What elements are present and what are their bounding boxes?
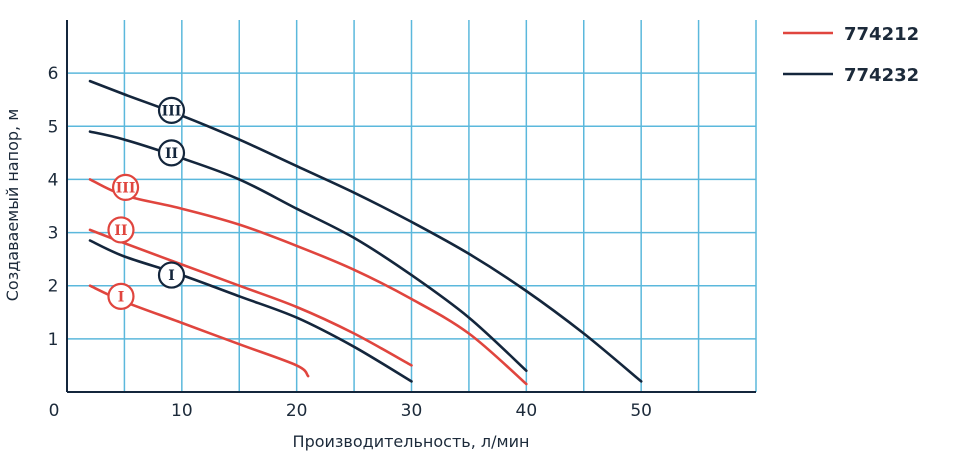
legend-label-774212: 774212 xyxy=(844,24,919,45)
y-tick-label: 4 xyxy=(48,170,59,190)
curve-774232-i xyxy=(88,239,413,383)
y-tick-label: 2 xyxy=(48,277,59,297)
legend: 774212 774232 xyxy=(783,24,919,86)
chart-grid xyxy=(67,20,757,392)
marker-label: I xyxy=(168,268,175,284)
curve-marker-774232-ii: II xyxy=(157,139,186,167)
marker-circle xyxy=(157,261,186,289)
curve-marker-774232-i: I xyxy=(157,261,186,289)
marker-label: III xyxy=(162,103,182,119)
x-tick-label: 50 xyxy=(630,401,652,421)
marker-label: II xyxy=(114,223,127,239)
x-tick-label: 10 xyxy=(171,401,193,421)
curve-marker-774212-iii: III xyxy=(111,173,140,201)
curve-marker-774212-ii: II xyxy=(107,216,135,244)
curve-774232-ii xyxy=(88,130,528,372)
marker-circle xyxy=(157,139,186,167)
chart-axes xyxy=(66,20,756,393)
x-tick-label: 30 xyxy=(401,401,423,421)
x-tick-label: 20 xyxy=(286,401,308,421)
y-axis-label: Создаваемый напор, м xyxy=(3,109,22,302)
marker-circle xyxy=(157,96,186,124)
marker-label: I xyxy=(118,289,125,305)
marker-circle xyxy=(107,216,135,244)
x-tick-label: 0 xyxy=(49,401,60,421)
y-tick-label: 5 xyxy=(48,117,59,137)
marker-circle xyxy=(111,173,140,201)
y-tick-label: 3 xyxy=(48,224,59,244)
y-tick-label: 1 xyxy=(48,330,59,350)
marker-circle xyxy=(107,282,135,310)
curve-marker-774212-i: I xyxy=(107,282,135,310)
x-tick-label: 40 xyxy=(516,401,538,421)
y-tick-label: 6 xyxy=(48,64,59,84)
x-axis-label: Производительность, л/мин xyxy=(293,432,530,451)
marker-label: III xyxy=(116,180,136,196)
x-tick-labels: 0 10 20 30 40 50 xyxy=(49,401,652,421)
y-tick-labels: 1 2 3 4 5 6 xyxy=(48,64,59,350)
curve-774212-iii xyxy=(88,178,528,386)
curve-marker-774232-iii: III xyxy=(157,96,186,124)
legend-label-774232: 774232 xyxy=(844,65,919,86)
curve-774212-ii xyxy=(88,228,413,367)
marker-label: II xyxy=(165,146,178,162)
